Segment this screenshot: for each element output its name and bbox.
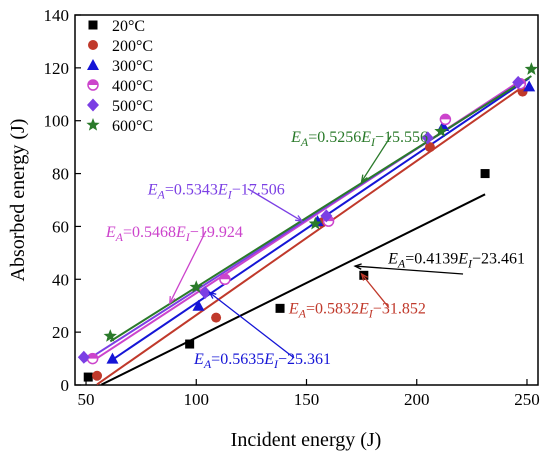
data-point bbox=[424, 142, 435, 153]
data-point bbox=[92, 370, 103, 381]
annotation-arrow bbox=[361, 273, 390, 309]
data-point bbox=[439, 113, 452, 126]
legend-marker bbox=[87, 59, 99, 70]
annotation-equation: EA=0.5832EI−31.852 bbox=[288, 301, 426, 321]
data-point bbox=[421, 131, 434, 145]
y-tick-label: 60 bbox=[52, 217, 69, 236]
annotation-arrowhead bbox=[360, 174, 368, 183]
y-tick-label: 40 bbox=[52, 270, 69, 289]
annotation-ann-300: EA=0.5635EI−25.361 bbox=[193, 291, 331, 371]
data-point bbox=[320, 209, 333, 223]
axis-ticks: 50 100 150 200 250 0 20 40 60 80 100 120 140 bbox=[44, 6, 540, 409]
legend-label: 500°C bbox=[112, 98, 153, 115]
annotation-arrowhead bbox=[360, 272, 369, 281]
annotation-arrow bbox=[361, 135, 392, 182]
x-tick-label: 50 bbox=[78, 390, 95, 409]
x-tick-label: 250 bbox=[514, 390, 540, 409]
legend-marker bbox=[88, 20, 98, 30]
data-point bbox=[185, 339, 195, 349]
legend-label: 400°C bbox=[112, 78, 153, 95]
x-tick-label: 100 bbox=[184, 390, 210, 409]
y-tick-label: 120 bbox=[44, 59, 70, 78]
data-point bbox=[434, 124, 448, 137]
fit-annotations: EA=0.5256EI−15.556 EA=0.5343EI−17.506 EA=0… bbox=[105, 129, 525, 371]
annotation-arrow bbox=[209, 291, 295, 359]
annotation-arrowhead bbox=[169, 296, 176, 305]
annotation-ann-20: EA=0.4139EI−23.461 bbox=[353, 250, 525, 275]
annotation-ann-200: EA=0.5832EI−31.852 bbox=[288, 272, 426, 321]
annotation-ann-500: EA=0.5343EI−17.506 bbox=[147, 182, 304, 222]
annotation-arrow bbox=[354, 265, 464, 275]
data-point bbox=[77, 350, 90, 364]
data-point bbox=[275, 303, 285, 313]
data-points bbox=[77, 62, 539, 382]
annotation-equation: EA=0.5468EI−19.924 bbox=[105, 224, 243, 244]
data-point bbox=[192, 299, 205, 311]
data-point bbox=[308, 216, 322, 230]
x-axis-label: Incident energy (J) bbox=[231, 429, 382, 451]
annotation-equation: EA=0.5635EI−25.361 bbox=[193, 351, 331, 371]
legend-marker bbox=[87, 98, 99, 112]
legend-label: 600°C bbox=[112, 118, 153, 135]
legend-label: 20°C bbox=[112, 18, 145, 35]
fit-line-0 bbox=[101, 193, 486, 386]
data-point bbox=[106, 352, 119, 364]
data-point bbox=[480, 169, 490, 179]
annotation-arrowhead bbox=[208, 291, 217, 299]
y-tick-label: 20 bbox=[52, 323, 69, 342]
data-point bbox=[189, 280, 203, 293]
data-point bbox=[83, 372, 93, 382]
legend-marker bbox=[87, 79, 99, 91]
y-tick-label: 80 bbox=[52, 165, 69, 184]
annotation-arrowhead bbox=[353, 263, 362, 270]
annotation-ann-600: EA=0.5256EI−15.556 bbox=[290, 129, 428, 183]
data-point bbox=[199, 286, 212, 299]
annotation-ann-400: EA=0.5468EI−19.924 bbox=[105, 224, 243, 305]
legend-marker bbox=[88, 40, 98, 50]
data-point bbox=[86, 352, 99, 365]
annotation-arrowhead bbox=[295, 215, 304, 222]
data-point bbox=[103, 329, 117, 342]
x-tick-label: 150 bbox=[294, 390, 320, 409]
annotation-equation: EA=0.5343EI−17.506 bbox=[147, 182, 285, 202]
fit-line-1 bbox=[96, 86, 524, 386]
annotation-arrow bbox=[247, 188, 303, 222]
y-tick-label: 100 bbox=[44, 112, 70, 131]
y-tick-label: 0 bbox=[61, 376, 70, 395]
data-point bbox=[512, 75, 525, 89]
y-tick-label: 140 bbox=[44, 6, 70, 25]
annotation-arrow bbox=[169, 230, 207, 304]
data-point bbox=[524, 62, 539, 75]
annotation-equation: EA=0.4139EI−23.461 bbox=[387, 250, 525, 270]
data-point bbox=[523, 80, 536, 92]
data-point bbox=[211, 312, 222, 323]
legend-label: 200°C bbox=[112, 38, 153, 55]
x-tick-label: 200 bbox=[404, 390, 430, 409]
legend-marker bbox=[86, 118, 100, 131]
y-axis-label: Absorbed energy (J) bbox=[7, 119, 29, 282]
data-point bbox=[219, 273, 231, 286]
annotation-equation: EA=0.5256EI−15.556 bbox=[290, 129, 428, 149]
legend-label: 300°C bbox=[112, 58, 153, 75]
legend: 20°C 200°C 300°C 400°C 500°C 600°C bbox=[86, 18, 153, 135]
fit-line-5 bbox=[109, 75, 532, 343]
